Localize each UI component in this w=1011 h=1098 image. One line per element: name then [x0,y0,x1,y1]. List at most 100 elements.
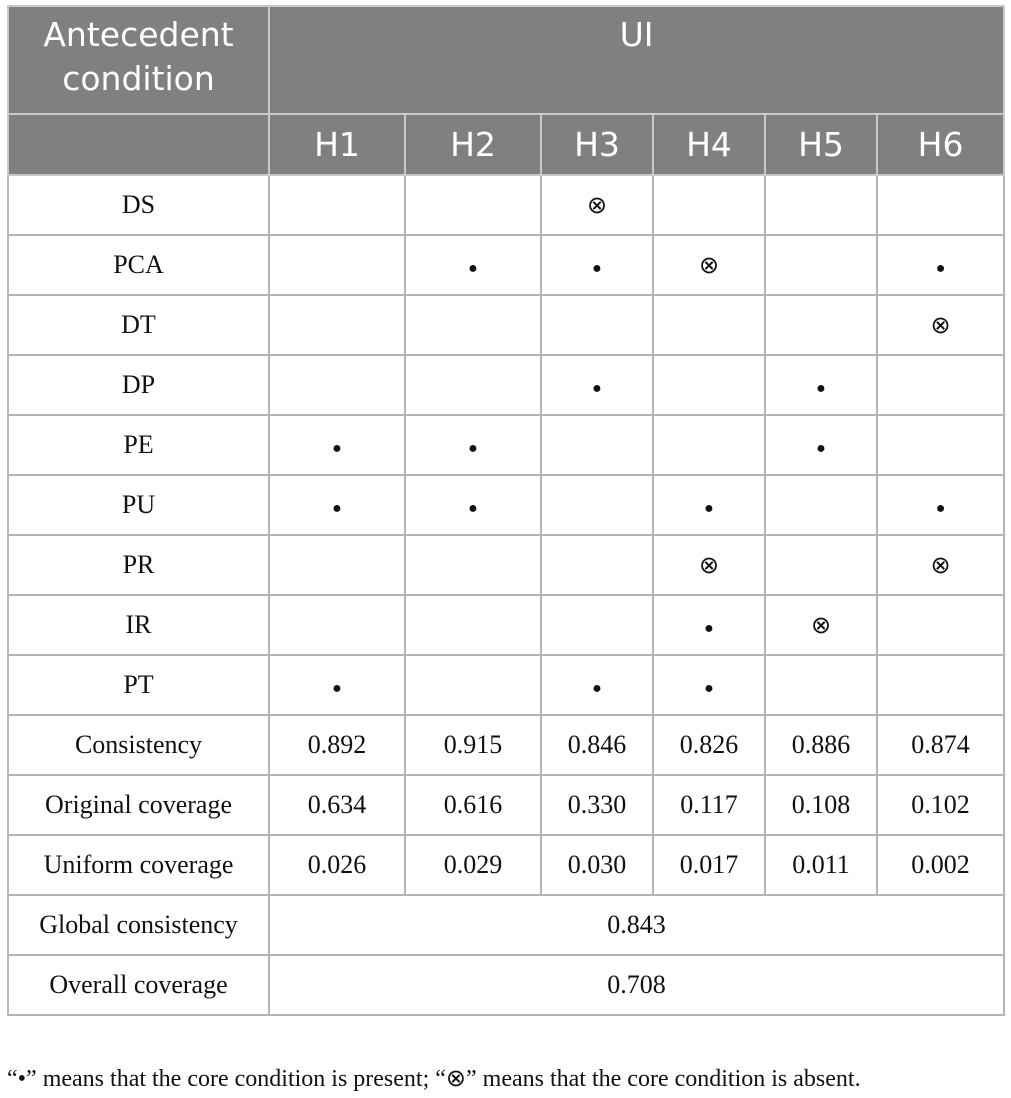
row-label: PU [7,474,270,536]
qca-table: Antecedent condition UI H1 H2 H3 H4 H5 H6 DS ⊗ PCA… [7,5,1006,1016]
table-cell [652,354,766,416]
table-cell [540,294,654,356]
table-cell: 0.117 [652,774,766,836]
cell-text: ⊗ [930,313,951,339]
row-label: DP [7,354,270,416]
row-label: Consistency [7,714,270,776]
cell-text: PU [121,490,156,519]
cell-text: ⊗ [698,253,720,279]
cell-text: 0.843 [607,910,666,939]
cell-text: 0.915 [443,730,503,759]
cell-text: ⊗ [698,553,720,579]
table-cell: ● [764,414,878,476]
cell-text: Original coverage [45,790,232,819]
row-label: Uniform coverage [7,834,270,896]
table-cell: 0.708 [267,954,1006,1016]
table-row: DP ● ● [7,354,1006,416]
table-cell [268,174,406,236]
cell-text: 0.002 [911,850,970,879]
table-cell: 0.029 [404,834,542,896]
header-cell: H6 [875,113,1006,176]
cell-text: UI [619,15,654,54]
table-row: PU ● ● ● ● [7,474,1006,536]
table-row: Original coverage 0.634 0.616 0.330 0.117 0.1… [7,774,1006,836]
cell-text: 0.029 [443,850,503,879]
cell-text: ● [816,380,826,397]
table-cell [540,474,654,536]
table-cell: ● [652,594,766,656]
cell-text: Consistency [74,730,203,759]
row-label: DS [7,174,270,236]
cell-text: 0.708 [607,970,666,999]
table-cell: ● [404,474,542,536]
cell-text: H2 [450,125,496,164]
table-cell: ● [652,474,766,536]
table-cell [652,414,766,476]
table-row: DT ⊗ [7,294,1006,356]
cell-text: 0.616 [443,790,503,819]
cell-text: 0.634 [307,790,367,819]
table-cell: 0.915 [404,714,542,776]
cell-text: ⊗ [930,553,951,579]
table-cell [875,654,1006,716]
table-row: IR ● ⊗ [7,594,1006,656]
cell-text: DT [121,310,156,339]
cell-text: 0.330 [567,790,627,819]
cell-text: ● [332,500,342,517]
cell-text: ● [704,620,714,637]
table-cell: ● [404,414,542,476]
cell-text: DP [121,370,156,399]
cell-text: PCA [113,250,164,279]
header-cell: H5 [764,113,878,176]
table-cell [652,174,766,236]
cell-text: ● [468,500,478,517]
table-cell: ⊗ [652,234,766,296]
table-cell: 0.886 [764,714,878,776]
row-label: DT [7,294,270,356]
cell-text: ● [468,260,478,277]
row-label: Overall coverage [7,954,270,1016]
row-label: Original coverage [7,774,270,836]
table-cell [268,234,406,296]
table-cell [404,654,542,716]
table-cell: 0.826 [652,714,766,776]
cell-text: Global consistency [39,910,238,939]
table-cell: ⊗ [540,174,654,236]
cell-text: H1 [314,125,360,164]
row-label: PR [7,534,270,596]
table-cell [404,534,542,596]
cell-text: ● [704,500,714,517]
cell-text: 0.030 [567,850,627,879]
table-cell: 0.616 [404,774,542,836]
table-cell: ● [540,234,654,296]
header-cell: H1 [268,113,406,176]
cell-text: Antecedent condition [43,15,234,98]
cell-text: H5 [798,125,844,164]
cell-text: ● [332,680,342,697]
cell-text: PR [122,550,155,579]
cell-text: PT [123,670,154,699]
cell-text: 0.102 [911,790,970,819]
table-cell [268,594,406,656]
header-row: Antecedent condition UI [7,5,1006,115]
cell-text: ● [816,440,826,457]
table-cell [404,294,542,356]
table-cell [875,354,1006,416]
table-cell [404,174,542,236]
footnote: “•” means that the core condition is pre… [7,1066,861,1092]
table-cell: 0.843 [267,894,1006,956]
cell-text: ● [592,680,602,697]
table-cell: ⊗ [875,294,1006,356]
table-cell: 0.026 [268,834,406,896]
table-cell [764,654,878,716]
table-row: PR ⊗ ⊗ [7,534,1006,596]
table-cell [268,534,406,596]
cell-text: 0.874 [911,730,970,759]
cell-text: 0.846 [567,730,627,759]
cell-text: IR [125,610,152,639]
table-row: PCA ● ● ⊗ ● [7,234,1006,296]
row-label: PCA [7,234,270,296]
cell-text: ● [592,260,602,277]
cell-text: ⊗ [810,613,832,639]
